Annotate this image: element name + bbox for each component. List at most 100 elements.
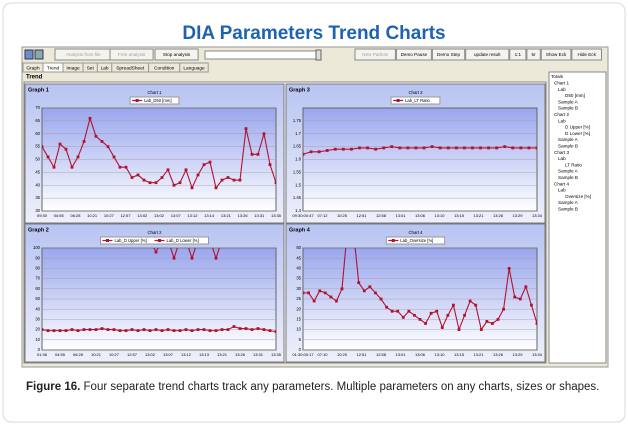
tree-lab: Lab (558, 188, 566, 193)
y-tick-label: 50 (35, 296, 40, 301)
toolbar-icon[interactable] (34, 49, 44, 60)
toolbar-button-label[interactable]: Free analysis (118, 52, 146, 57)
x-tick-label: 13:35 (271, 352, 282, 357)
y-tick-label: 35 (35, 195, 40, 200)
data-point (220, 178, 224, 182)
tab[interactable] (179, 62, 209, 73)
data-point (46, 329, 50, 333)
toolbar-button[interactable] (540, 48, 572, 61)
y-tick-label: 35 (296, 276, 301, 281)
y-tick-label: 1.7 (295, 131, 301, 136)
data-point (468, 299, 472, 303)
data-point (70, 165, 74, 169)
toolbar-button[interactable] (526, 48, 541, 61)
data-point (232, 325, 236, 328)
data-point (366, 146, 369, 150)
toolbar-button[interactable] (509, 48, 527, 61)
x-tick-label: 13:14 (204, 213, 215, 218)
y-tick-label: 55 (35, 144, 40, 149)
data-point (214, 256, 218, 260)
data-point (76, 329, 80, 333)
caption-text: Four separate trend charts track any par… (83, 381, 600, 393)
slider[interactable] (204, 50, 321, 60)
toolbar-button-label[interactable]: 5r (532, 52, 537, 57)
data-point (519, 146, 523, 150)
toolbar-button[interactable] (571, 48, 603, 61)
legend-label: Lab_LT Ratio (405, 98, 430, 103)
data-point (335, 299, 338, 303)
toolbar-button-label[interactable]: Demo Pause (401, 52, 428, 57)
y-tick-label: 50 (296, 245, 301, 250)
x-tick-label: 01:30:00:17 (292, 352, 314, 357)
data-point (303, 152, 305, 156)
y-tick-label: 80 (35, 266, 40, 271)
toolbar-button[interactable] (354, 48, 396, 61)
toolbar-button-label[interactable]: update result (474, 52, 501, 57)
tree-sample: Sample B (558, 175, 578, 180)
slider-thumb[interactable] (315, 49, 322, 61)
data-point (535, 322, 537, 325)
data-point (166, 168, 170, 172)
toolbar-button[interactable] (431, 48, 466, 61)
data-point (82, 328, 86, 331)
legend-marker (396, 99, 400, 102)
tab-label[interactable]: Condition (154, 65, 175, 71)
tree-sample: Sample A (558, 169, 579, 174)
data-point (172, 256, 176, 260)
toolbar-button[interactable] (465, 48, 510, 61)
toolbar-button-label[interactable]: Hide Eck (578, 52, 597, 57)
series-group (42, 116, 276, 190)
legend-box (129, 96, 180, 105)
toolbar-button[interactable] (395, 48, 432, 61)
tab-label[interactable]: Language (183, 65, 205, 71)
data-point (430, 145, 434, 149)
toolbar-button-label[interactable]: Stop analysis (163, 52, 191, 57)
tab-label[interactable]: Image (66, 65, 80, 71)
toolbar-button-label[interactable]: Show Eck (546, 52, 567, 57)
toolbar-button-label[interactable]: 1:1 (515, 52, 522, 57)
y-tick-label: 40 (35, 306, 40, 311)
toolbar-button[interactable] (154, 48, 199, 61)
tab-label[interactable]: Graph (26, 65, 40, 71)
y-tick-label: 60 (35, 286, 40, 291)
toolbar-button[interactable] (109, 48, 154, 61)
data-point (130, 176, 134, 179)
data-point (462, 146, 466, 150)
legend-label: Lab_D50 [mm] (144, 98, 171, 103)
data-point (496, 318, 500, 321)
x-tick-label: 13:15 (454, 213, 465, 218)
data-point (100, 140, 104, 143)
x-tick-label: 13:26 (235, 352, 246, 357)
data-point (46, 155, 50, 159)
y-tick-label: 20 (296, 306, 301, 311)
data-point (178, 329, 182, 333)
tab-label[interactable]: Lab (101, 65, 109, 71)
data-point (184, 168, 188, 172)
x-tick-label: 12:57 (127, 352, 138, 357)
data-point (350, 147, 353, 151)
legend-marker (158, 239, 161, 242)
data-point (214, 329, 218, 333)
x-tick-label: 10:27 (104, 213, 115, 218)
data-point (76, 155, 80, 159)
data-point (244, 327, 248, 330)
data-point (208, 160, 212, 164)
tab-label[interactable]: Trend (47, 65, 60, 71)
data-point (118, 329, 122, 333)
tab-label[interactable]: SpreadSheet (116, 65, 145, 71)
toolbar-button-label[interactable]: Analysis from file (66, 52, 101, 57)
toolbar-icon[interactable] (24, 49, 34, 60)
data-point (42, 145, 44, 149)
data-point (446, 313, 450, 317)
x-tick-label: 13:21 (221, 213, 232, 218)
data-point (513, 295, 517, 299)
tab-label[interactable]: Set (87, 65, 95, 71)
toolbar-button-label[interactable]: Demo Step (437, 52, 460, 57)
legend-box (385, 236, 446, 245)
data-point (325, 149, 329, 152)
data-point (148, 181, 152, 185)
y-tick-label: 1.4 (295, 208, 301, 213)
toolbar-button-label[interactable]: New Particle (362, 52, 388, 57)
data-point (190, 186, 194, 190)
data-point (154, 250, 158, 254)
